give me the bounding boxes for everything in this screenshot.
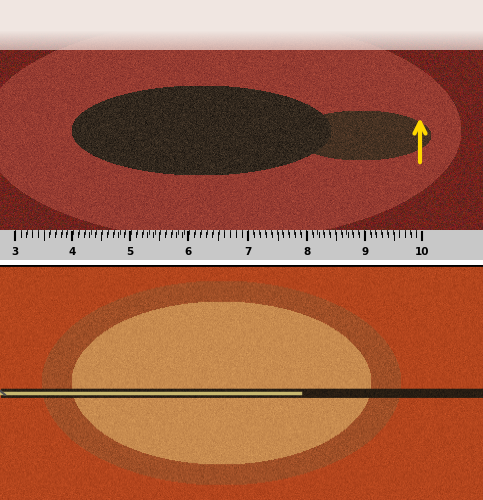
Text: 10: 10 [415, 247, 429, 257]
Text: 4: 4 [68, 247, 76, 257]
Bar [0, 230, 483, 260]
Text: 5: 5 [127, 247, 134, 257]
Text: 7: 7 [244, 247, 252, 257]
Text: 9: 9 [361, 247, 369, 257]
Text: 8: 8 [303, 247, 311, 257]
Text: 3: 3 [12, 247, 19, 257]
Text: 6: 6 [185, 247, 192, 257]
